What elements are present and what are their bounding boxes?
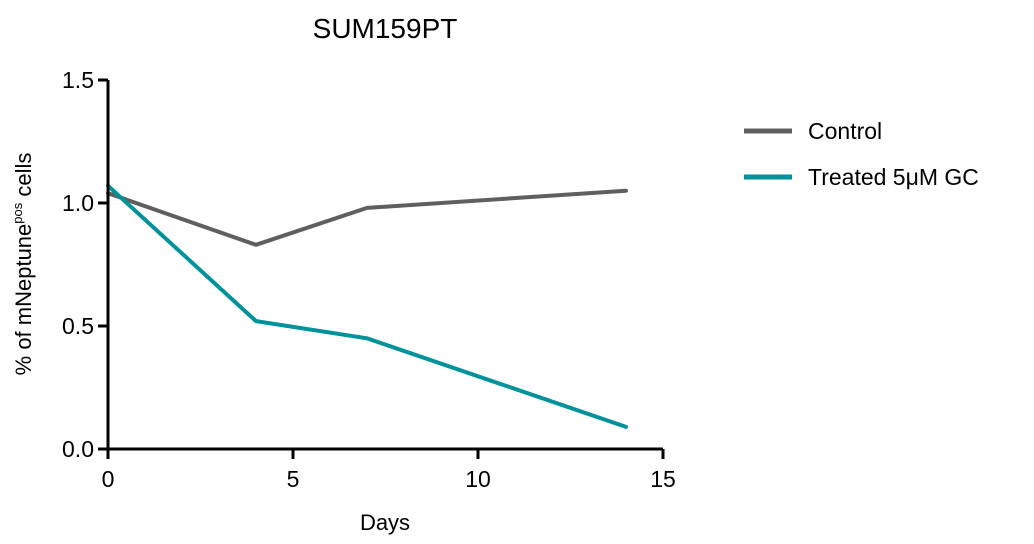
- y-axis-label-main: % of mNeptune: [11, 224, 36, 376]
- y-axis-label: % of mNeptunepos cells: [10, 153, 36, 376]
- legend-label-0: Control: [808, 118, 882, 144]
- chart-title: SUM159PT: [313, 13, 458, 44]
- legend: Control Treated 5μM GC: [744, 118, 979, 190]
- x-axis-label: Days: [360, 510, 410, 535]
- y-tick-label-1: 0.5: [62, 313, 94, 339]
- series-layer: [106, 183, 628, 429]
- y-tick-label-3: 1.5: [62, 67, 94, 93]
- x-tick-label-2: 10: [465, 466, 491, 492]
- x-tick-label-3: 15: [650, 466, 676, 492]
- series-line-1: [106, 183, 628, 429]
- y-axis-label-suffix: cells: [11, 153, 36, 203]
- y-tick-label-0: 0.0: [62, 436, 94, 462]
- x-tick-label-0: 0: [102, 466, 115, 492]
- x-tick-label-1: 5: [287, 466, 300, 492]
- tick-layer: 0 5 10 15 0.0 0.5 1.0 1.5: [62, 67, 676, 492]
- legend-label-1: Treated 5μM GC: [808, 164, 979, 190]
- y-axis-label-superscript: pos: [10, 202, 25, 223]
- plot-area: 0 5 10 15 0.0 0.5 1.0 1.5: [62, 67, 676, 492]
- series-line-0: [106, 188, 628, 247]
- y-tick-label-2: 1.0: [62, 190, 94, 216]
